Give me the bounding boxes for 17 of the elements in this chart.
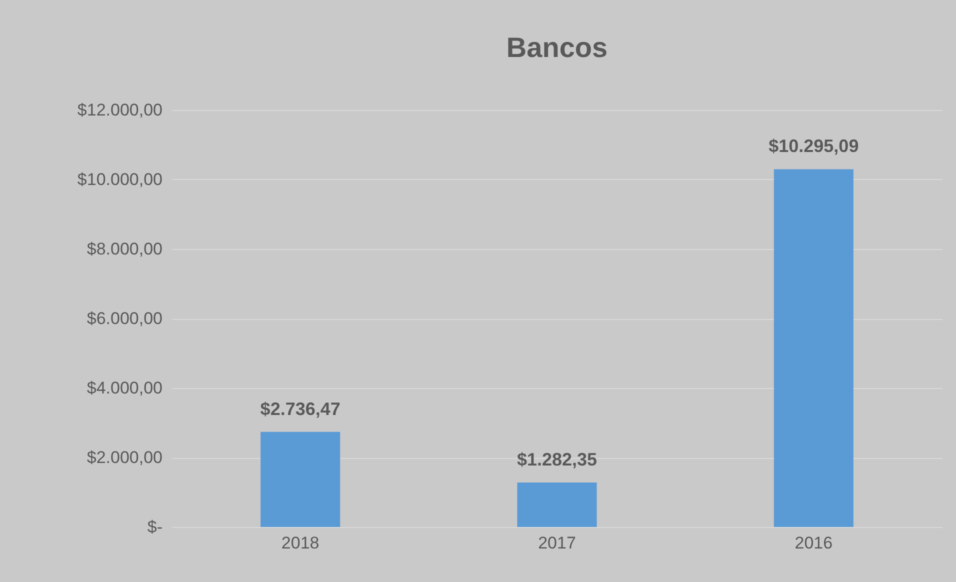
bar xyxy=(517,482,597,527)
x-tick-label: 2018 xyxy=(281,534,320,552)
y-tick-label: $- xyxy=(147,518,162,536)
y-tick-label: $6.000,00 xyxy=(86,309,162,328)
bar xyxy=(260,432,340,527)
x-tick-label: 2016 xyxy=(794,534,833,552)
y-tick-label: $2.000,00 xyxy=(86,448,162,467)
chart-title: Bancos xyxy=(506,32,608,63)
y-tick-label: $10.000,00 xyxy=(77,170,162,189)
data-label: $2.736,47 xyxy=(260,398,340,419)
data-label: $10.295,09 xyxy=(768,136,859,156)
data-label: $1.282,35 xyxy=(516,449,598,470)
bar xyxy=(774,169,854,527)
x-tick-label: 2017 xyxy=(538,534,576,552)
y-tick-label: $8.000,00 xyxy=(86,240,162,258)
y-tick-label: $4.000,00 xyxy=(86,378,162,398)
y-tick-label: $12.000,00 xyxy=(77,100,162,120)
